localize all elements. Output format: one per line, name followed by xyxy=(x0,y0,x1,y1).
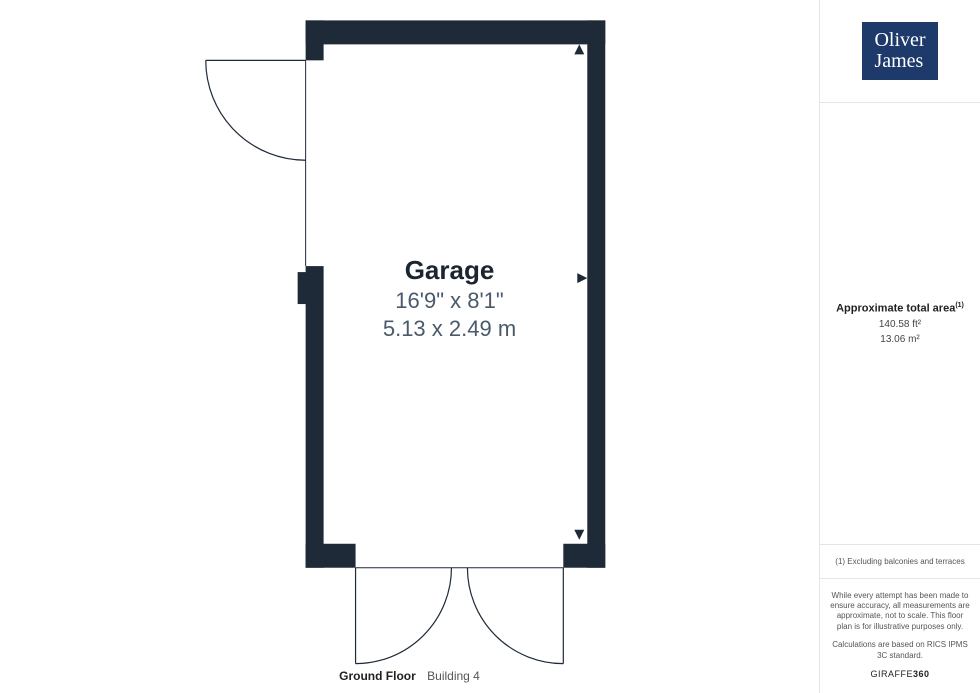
wall-bottom-left xyxy=(306,544,356,568)
door-garage-left-arc xyxy=(356,568,452,664)
area-title-text: Approximate total area xyxy=(836,303,955,315)
area-title: Approximate total area(1) xyxy=(836,302,964,315)
provider-mark: GIRAFFE360 xyxy=(830,669,970,679)
area-m: 13.06 m² xyxy=(880,334,919,345)
area-title-sup: (1) xyxy=(955,302,964,309)
logo-line1: Oliver xyxy=(874,30,925,51)
disclaimer-text-2: Calculations are based on RICS IPMS 3C s… xyxy=(830,640,970,661)
wall-top xyxy=(306,20,606,44)
door-side-arc xyxy=(206,60,306,160)
footnote: (1) Excluding balconies and terraces xyxy=(820,544,980,578)
wall-left-lower xyxy=(306,266,324,568)
area-ft: 140.58 ft² xyxy=(879,319,921,330)
brand-logo: Oliver James xyxy=(862,22,937,80)
arrow-down-icon xyxy=(574,530,584,540)
arrow-up-icon xyxy=(574,44,584,54)
door-garage-right-arc xyxy=(467,568,563,664)
floorplan-svg xyxy=(0,0,819,693)
logo-box: Oliver James xyxy=(820,0,980,103)
building-name: Building 4 xyxy=(427,669,480,683)
disclaimer-text-1: While every attempt has been made to ens… xyxy=(830,591,970,633)
area-summary: Approximate total area(1) 140.58 ft² 13.… xyxy=(820,103,980,544)
arrow-right-icon xyxy=(577,273,587,283)
floor-caption: Ground Floor Building 4 xyxy=(0,669,819,683)
wall-left-notch xyxy=(298,272,308,304)
sidebar: Oliver James Approximate total area(1) 1… xyxy=(820,0,980,693)
provider-prefix: GIRAFFE xyxy=(870,669,913,679)
floorplan-canvas: Garage 16'9" x 8'1" 5.13 x 2.49 m Ground… xyxy=(0,0,820,693)
wall-right xyxy=(587,20,605,567)
provider-suffix: 360 xyxy=(913,669,930,679)
wall-bottom-right xyxy=(563,544,605,568)
disclaimer: While every attempt has been made to ens… xyxy=(820,578,980,693)
logo-line2: James xyxy=(874,51,925,72)
floor-name: Ground Floor xyxy=(339,669,416,683)
wall-left-upper xyxy=(306,20,324,60)
